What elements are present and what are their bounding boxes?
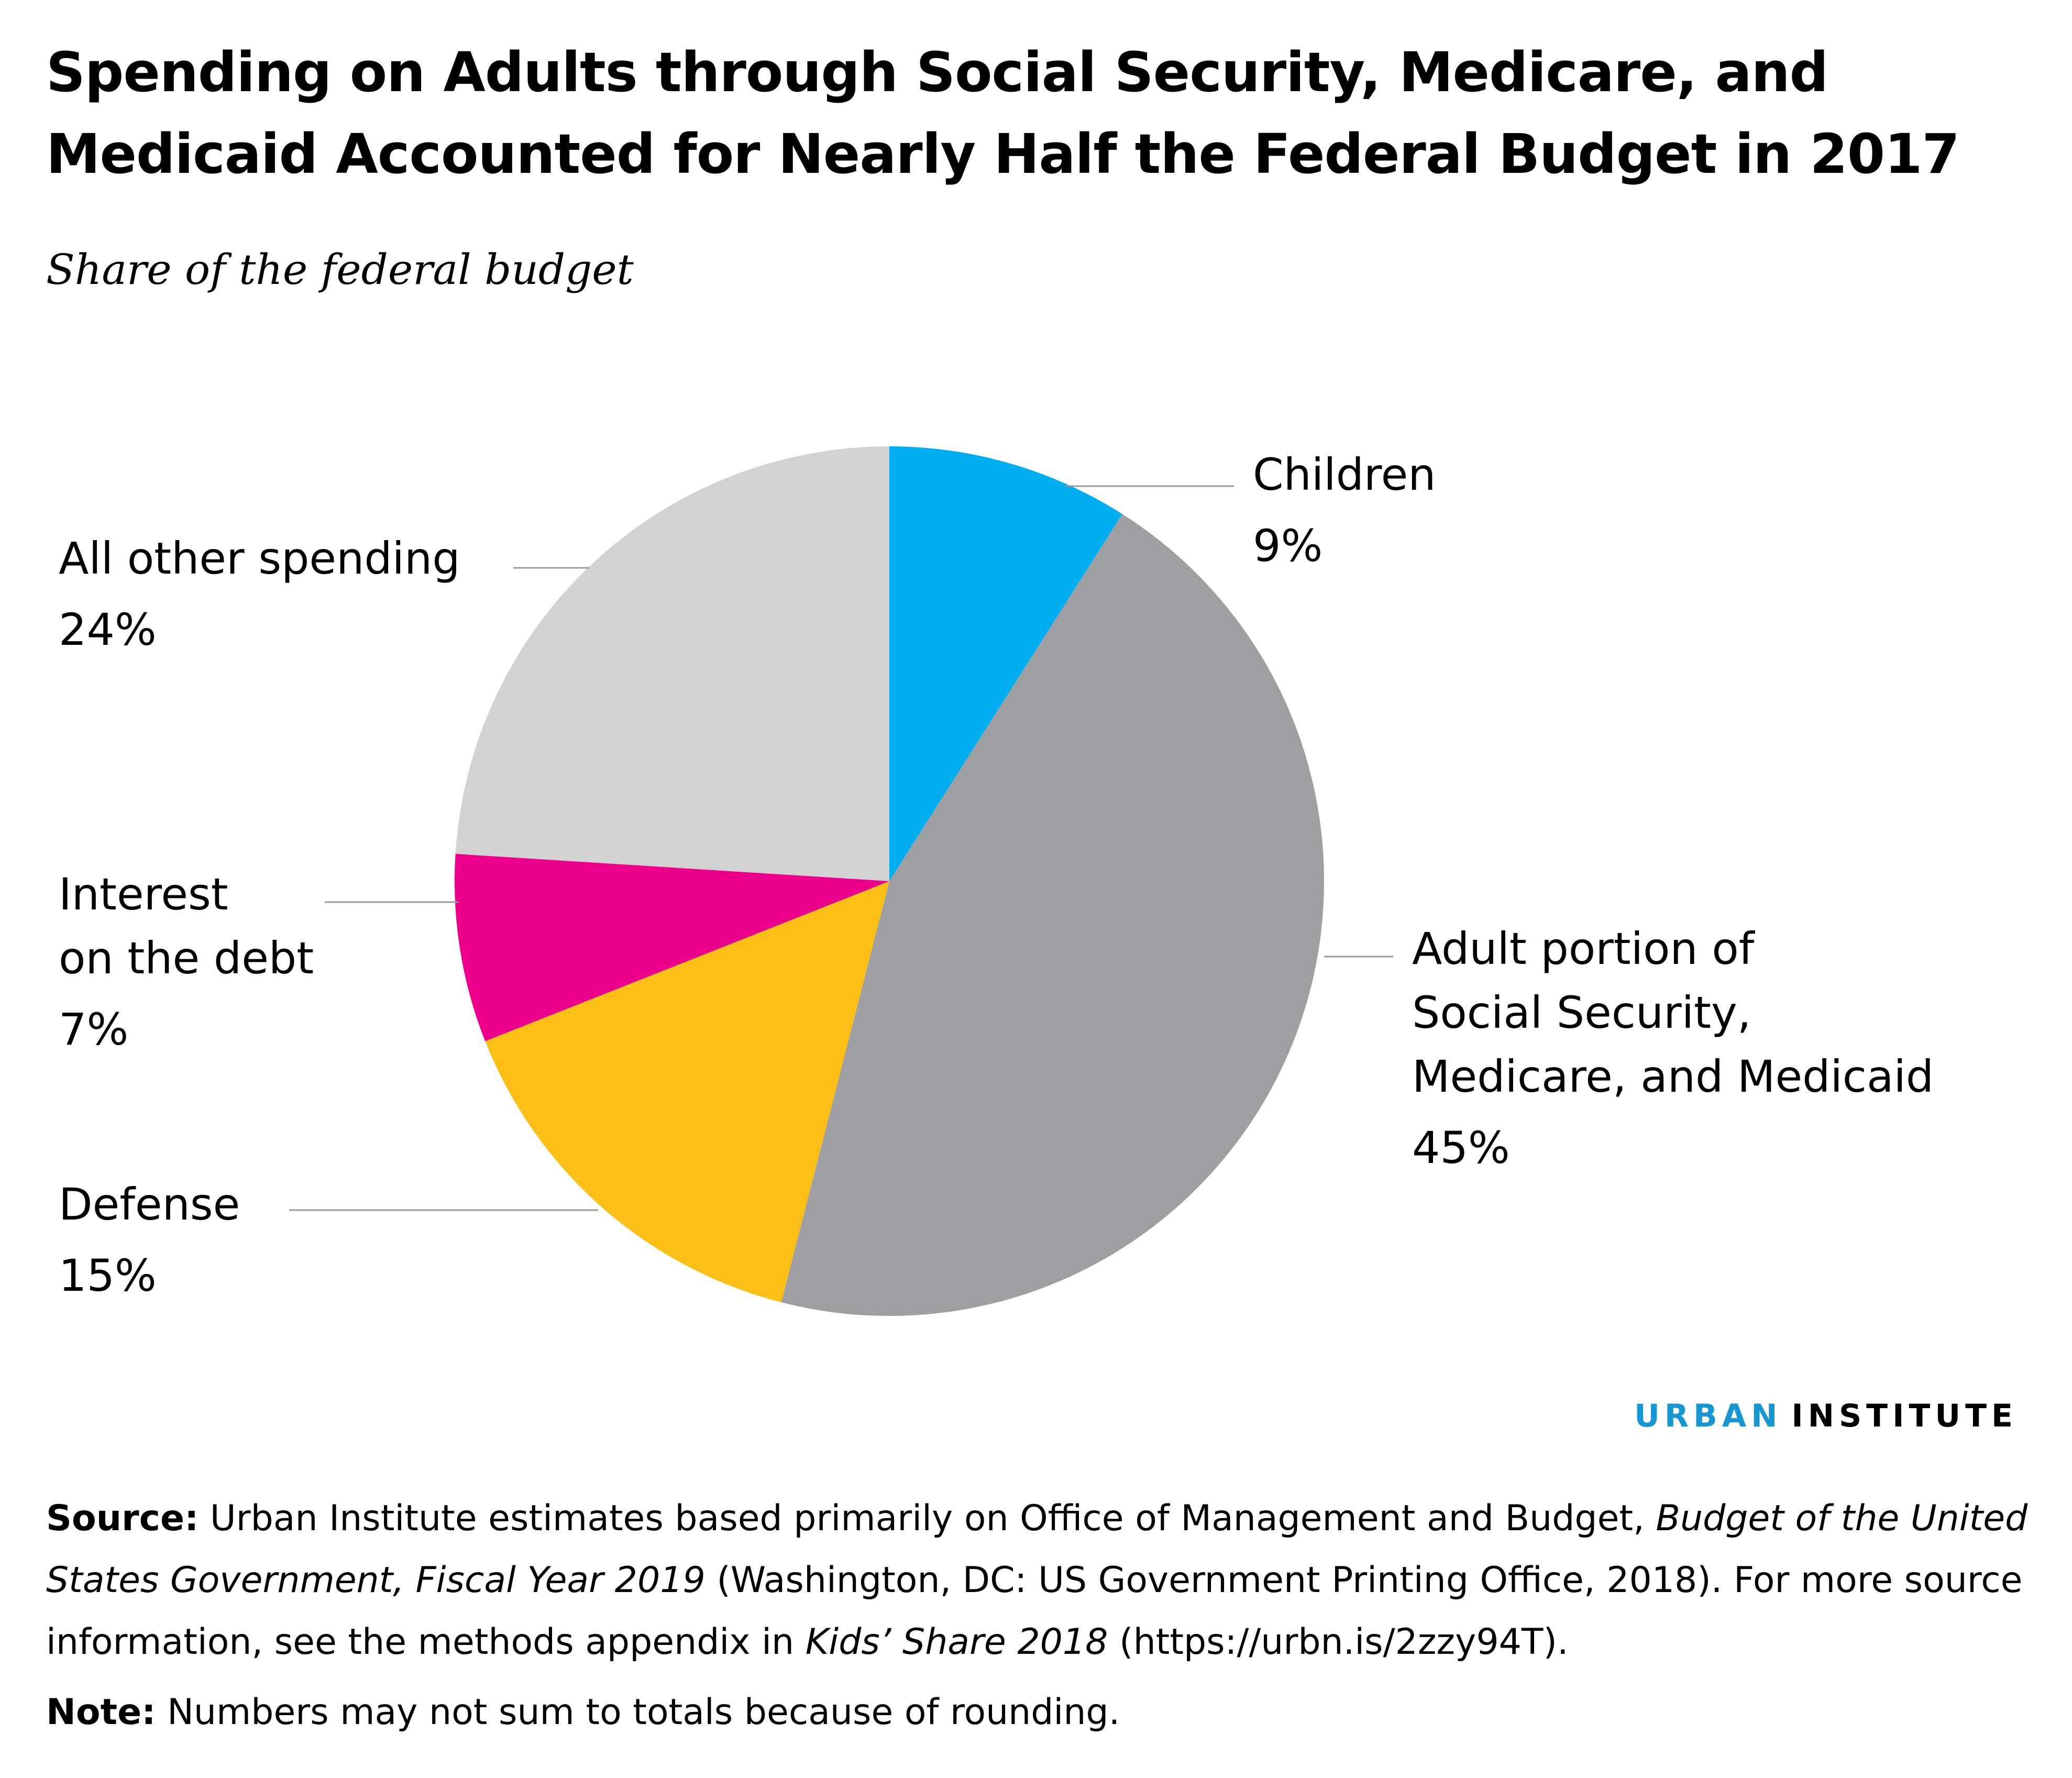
slice-label-4: Interest on the debt 7% — [59, 862, 314, 1061]
source-label: Source: — [46, 1498, 199, 1539]
brand-urban: URBAN — [1634, 1398, 1782, 1434]
source-note: Source: Urban Institute estimates based … — [46, 1488, 2036, 1673]
source-text-2: (Washington, DC: US Government Printing … — [46, 1560, 2023, 1663]
rounding-note: Note: Numbers may not sum to totals beca… — [46, 1682, 2036, 1743]
slice-name-3: Defense — [59, 1179, 240, 1230]
slice-value-4: 7% — [59, 1004, 129, 1055]
chart-notes: Source: Urban Institute estimates based … — [46, 1488, 2036, 1743]
source-italic-2: Kids’ Share 2018 — [805, 1621, 1108, 1663]
source-italic-1: Budget of the United States Government, … — [46, 1498, 2028, 1601]
slice-name-2: Adult portion of Social Security, Medica… — [1412, 923, 1934, 1102]
slice-value-1: 9% — [1253, 520, 1323, 572]
source-text-3: (https://urbn.is/2zzy94T). — [1108, 1621, 1569, 1663]
source-text-1: Urban Institute estimates based primaril… — [199, 1498, 1656, 1539]
slice-name-4: Interest on the debt — [59, 869, 314, 984]
chart-subtitle: Share of the federal budget — [46, 245, 634, 294]
slice-label-1: Children 9% — [1253, 443, 1436, 578]
note-text: Numbers may not sum to totals because of… — [156, 1692, 1120, 1733]
urban-institute-logo: URBAN INSTITUTE — [1634, 1398, 2018, 1434]
slice-name-5: All other spending — [59, 533, 460, 584]
brand-institute: INSTITUTE — [1791, 1398, 2018, 1434]
pie-slice-2 — [781, 514, 1325, 1316]
pie-chart — [289, 446, 1393, 1316]
slice-value-3: 15% — [59, 1250, 157, 1301]
pie-slice-4 — [454, 853, 889, 1041]
slice-label-2: Adult portion of Social Security, Medica… — [1412, 917, 1934, 1180]
note-label: Note: — [46, 1692, 156, 1733]
slice-label-3: Defense 15% — [59, 1172, 240, 1308]
slice-name-1: Children — [1253, 449, 1436, 500]
slice-label-5: All other spending 24% — [59, 526, 460, 662]
pie-slice-5 — [455, 446, 889, 881]
pie-slice-3 — [485, 881, 889, 1302]
pie-slice-1 — [889, 446, 1122, 881]
slice-value-5: 24% — [59, 604, 157, 655]
chart-title: Spending on Adults through Social Securi… — [46, 40, 1960, 186]
slice-value-2: 45% — [1412, 1122, 1510, 1173]
